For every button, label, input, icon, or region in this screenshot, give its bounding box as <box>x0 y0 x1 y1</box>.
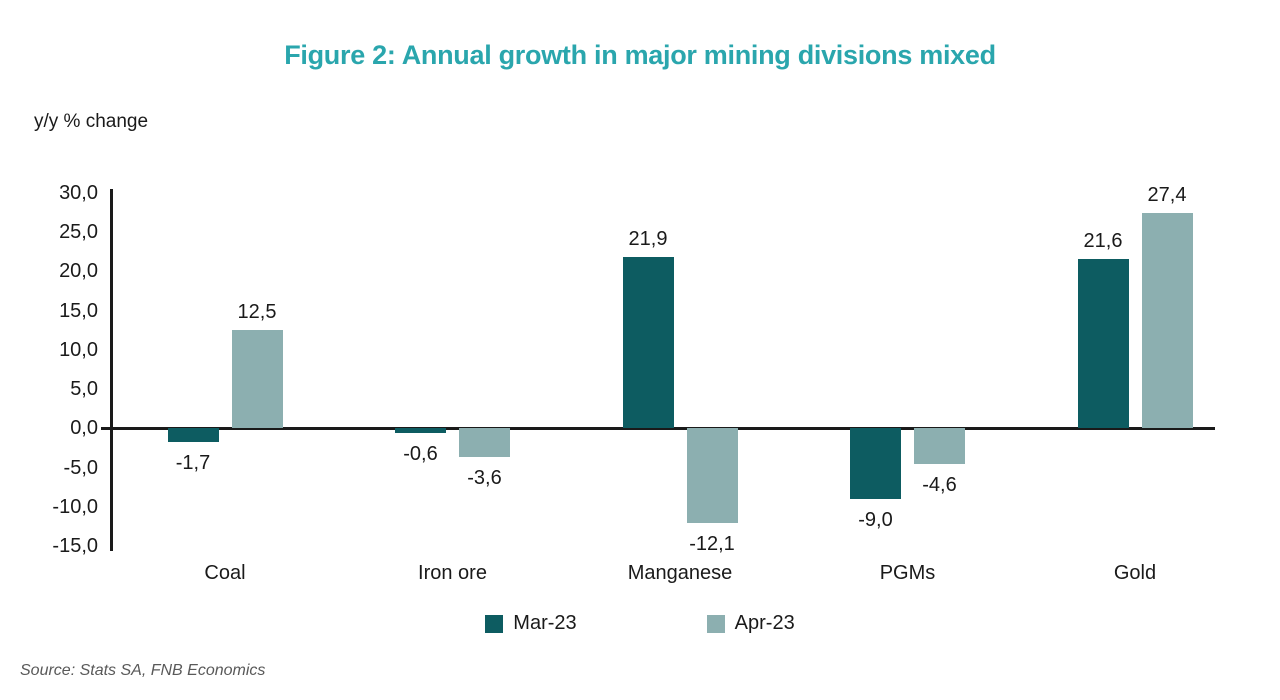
bar-mar-23-coal <box>167 428 219 442</box>
bar-value-label: 27,4 <box>1147 184 1187 207</box>
category-axis-labels: Coal Iron ore Manganese PGMs Gold <box>110 560 1215 588</box>
y-axis-tick-label: 0,0 <box>70 417 98 440</box>
legend-label: Apr-23 <box>734 612 795 634</box>
bar-value-label: 12,5 <box>237 301 277 324</box>
bar-apr-23-gold <box>1141 213 1193 429</box>
bar-value-label: 21,6 <box>1083 229 1123 252</box>
bar-value-label: 21,9 <box>628 227 668 250</box>
category-label-pgms: PGMs <box>879 562 936 584</box>
legend-label: Mar-23 <box>513 612 577 634</box>
y-axis-tick-label: 5,0 <box>70 378 98 401</box>
zero-axis-line <box>101 427 1215 430</box>
legend-swatch-icon <box>706 614 725 633</box>
bar-value-label: -4,6 <box>922 474 957 497</box>
bar-value-label: -0,6 <box>403 443 438 466</box>
y-axis-tick-label: -15,0 <box>52 535 98 557</box>
y-axis-tick-label: 15,0 <box>59 299 98 322</box>
bar-apr-23-coal <box>231 330 283 429</box>
bar-apr-23-manganese <box>686 428 738 524</box>
y-axis-tick-label: 25,0 <box>59 221 98 244</box>
bar-value-label: -1,7 <box>175 451 211 474</box>
y-axis-tick-label: 30,0 <box>59 182 98 204</box>
y-axis-tick-label: -10,0 <box>52 495 98 518</box>
bar-mar-23-gold <box>1077 258 1129 429</box>
y-axis-tick-label: 20,0 <box>59 260 98 283</box>
y-axis-tick-label: 10,0 <box>59 338 98 361</box>
figure-title: Figure 2: Annual growth in major mining … <box>284 40 996 70</box>
bar-value-label: -12,1 <box>689 533 735 556</box>
bar-mar-23-iron-ore <box>395 428 446 434</box>
category-label-coal: Coal <box>204 562 246 584</box>
bar-apr-23-iron-ore <box>459 428 510 457</box>
legend-swatch-icon <box>485 614 504 633</box>
bar-value-label: -9,0 <box>858 508 893 531</box>
category-label-gold: Gold <box>1113 562 1157 584</box>
legend-item-mar-23: Mar-23 <box>485 612 577 635</box>
bar-value-label: -3,6 <box>467 466 502 489</box>
bar-apr-23-pgms <box>914 428 965 465</box>
y-axis-tick-label: -5,0 <box>63 456 98 479</box>
y-axis-line <box>110 189 113 551</box>
bar-mar-23-pgms <box>850 428 901 499</box>
bar-mar-23-manganese <box>622 256 674 429</box>
legend-item-apr-23: Apr-23 <box>706 612 795 635</box>
category-label-iron-ore: Iron ore <box>418 562 487 584</box>
chart-legend: Mar-23 Apr-23 <box>0 612 1280 635</box>
bar-chart-plot: 30,0 25,0 20,0 15,0 10,0 5,0 0,0 -5,0 -10,0 -15,0… <box>52 182 1215 557</box>
y-axis-unit-label: y/y % change <box>34 111 149 132</box>
source-note: Source: Stats SA, FNB Economics <box>20 662 266 679</box>
category-label-manganese: Manganese <box>627 562 733 584</box>
